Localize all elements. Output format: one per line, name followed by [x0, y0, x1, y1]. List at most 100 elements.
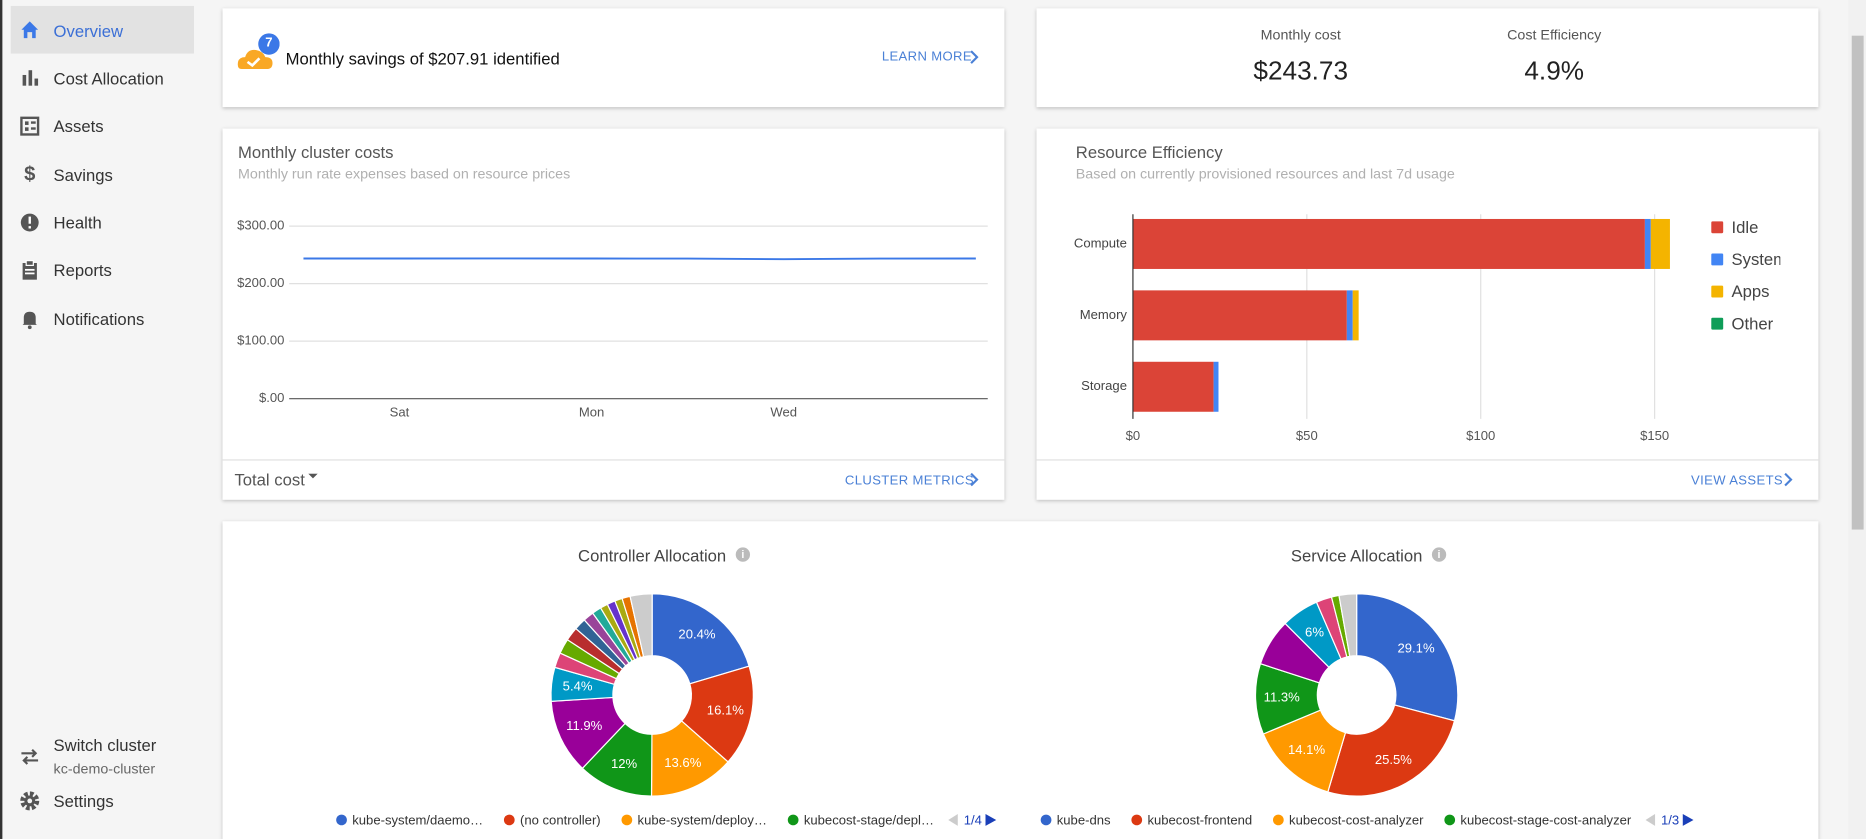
y-tick-label: Storage: [1081, 378, 1127, 393]
caret: [308, 473, 318, 479]
slice-label: 6%: [1305, 624, 1324, 639]
bar-segment: [1132, 361, 1214, 412]
x-tick-label: Wed: [770, 404, 797, 419]
x-tick-label: $100: [1466, 428, 1495, 443]
legend: Idle System Apps Other: [1711, 218, 1788, 333]
y-tick-label: $200.00: [237, 275, 284, 290]
legend-label: kube-system/daemo…: [352, 813, 483, 828]
icon-bars: [22, 70, 39, 86]
icon-reports: [22, 260, 37, 280]
divider: [1036, 459, 1819, 461]
pager-next: [985, 813, 997, 826]
bar-segment: [1650, 218, 1670, 269]
nav-item[interactable]: Savings: [53, 165, 113, 185]
nav-item[interactable]: Reports: [53, 260, 112, 280]
legend-label: System: [1732, 250, 1788, 269]
legend-label: kube-system/deploy…: [638, 813, 767, 828]
legend-label: Apps: [1732, 282, 1770, 301]
y-tick-label: $300.00: [237, 218, 284, 233]
savings-badge: 7: [265, 35, 273, 50]
cost-line: [303, 257, 976, 261]
legend-label: Idle: [1732, 218, 1759, 237]
learn-more[interactable]: LEARN MORE: [881, 49, 972, 65]
pie-slice: [651, 593, 750, 685]
pager-next: [1682, 813, 1694, 826]
nav-item[interactable]: Cost Allocation: [53, 69, 164, 89]
allocation-card: [222, 521, 1819, 839]
info-icon: [735, 547, 751, 562]
legend-label: kubecost-cost-analyzer: [1289, 813, 1424, 828]
icon-bell: [22, 311, 37, 330]
cost-card: Total cost CLUSTER METRICS: [222, 128, 1005, 500]
pie-slice: [629, 593, 653, 658]
chevron: [970, 50, 979, 64]
chart-subtitle: Based on currently provisioned resources…: [1076, 167, 1455, 183]
savings-icon: [237, 33, 280, 70]
x-tick-label: $0: [1126, 428, 1141, 443]
legend-label: kubecost-stage-cost-analyzer: [1460, 813, 1631, 828]
info-icon: [1431, 547, 1447, 562]
legend-dot: [336, 814, 347, 826]
chart-title: Controller Allocation: [578, 546, 726, 565]
nav-item[interactable]: Settings: [53, 791, 114, 811]
bar-segment: [1352, 290, 1359, 341]
legend-swatch: [1711, 253, 1724, 266]
metric-label: Cost Efficiency: [1507, 26, 1602, 43]
x-tick-label: Sat: [390, 404, 410, 419]
slice-label: 29.1%: [1397, 641, 1434, 656]
slice-label: 12%: [611, 756, 638, 771]
legend-dot: [1272, 814, 1284, 826]
icon-dollar: $: [24, 164, 35, 185]
legend-label: kubecost-frontend: [1147, 813, 1252, 828]
pager-label: 1/4: [964, 813, 982, 828]
nav-item[interactable]: Notifications: [53, 309, 145, 329]
savings-card: 7 Monthly savings of $207.91 identified …: [222, 8, 1005, 108]
y-tick-label: Compute: [1074, 235, 1127, 250]
bar-segment: [1213, 361, 1219, 412]
icon-assets: [20, 116, 40, 136]
cluster-metrics[interactable]: CLUSTER METRICS: [844, 473, 974, 488]
nav-item[interactable]: Overview: [53, 21, 124, 41]
bar-segment: [1644, 218, 1651, 269]
switch-cluster[interactable]: Switch cluster: [53, 735, 157, 755]
chart-title: Monthly cluster costs: [238, 143, 394, 162]
pager-label: 1/3: [1661, 813, 1679, 828]
info-icon-glyph: i: [1438, 549, 1441, 561]
cost-selector[interactable]: Total cost: [234, 470, 305, 490]
icon-home: [21, 21, 39, 39]
y-tick-label: $.00: [259, 390, 284, 405]
chart-subtitle: Monthly run rate expenses based on resou…: [238, 167, 570, 183]
pager-prev: [1645, 813, 1656, 826]
chart-title: Service Allocation: [1291, 546, 1422, 565]
pie-slice: [680, 665, 754, 763]
slice-label: 20.4%: [678, 626, 715, 641]
metric-value: 4.9%: [1524, 55, 1585, 86]
nav-item[interactable]: Assets: [53, 116, 104, 136]
icon-settings: [20, 791, 40, 811]
slice-label: 11.9%: [566, 718, 602, 733]
chart-title: Resource Efficiency: [1076, 143, 1224, 162]
pager-prev: [948, 813, 958, 826]
slice-label: 25.5%: [1375, 752, 1412, 767]
slice-label: 5.4%: [563, 678, 593, 693]
legend-label: kubecost-stage/depl…: [804, 813, 934, 828]
slice-label: 11.3%: [1264, 690, 1300, 705]
legend-swatch: [1711, 221, 1724, 234]
view-assets[interactable]: VIEW ASSETS: [1691, 473, 1784, 488]
nav-item[interactable]: Health: [53, 213, 102, 233]
info-icon-glyph: i: [741, 549, 744, 561]
bar-segment: [1346, 290, 1353, 341]
scrollbar-thumb[interactable]: [1851, 35, 1864, 530]
legend-dot: [503, 814, 515, 826]
legend-dot: [621, 814, 633, 826]
window-edge: [0, 0, 3, 839]
legend-dot: [1444, 814, 1456, 826]
slice-label: 16.1%: [707, 703, 744, 718]
savings-text: Monthly savings of $207.91 identified: [285, 48, 560, 68]
y-tick-label: $100.00: [237, 333, 284, 348]
legend-label: kube-dns: [1057, 813, 1111, 828]
legend-label: Other: [1732, 314, 1774, 333]
cluster-name: kc-demo-cluster: [53, 760, 156, 778]
